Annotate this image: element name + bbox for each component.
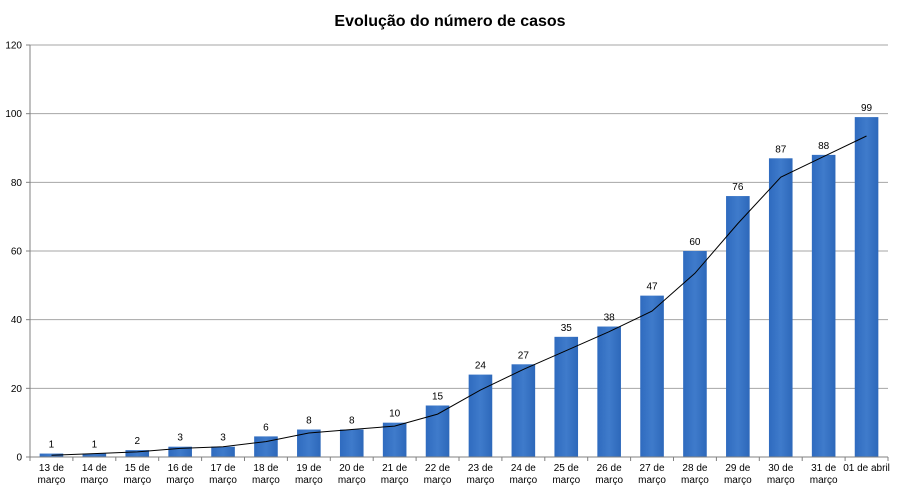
x-tick-label: 18 de bbox=[253, 463, 278, 474]
data-label: 1 bbox=[92, 440, 98, 451]
x-tick-label: 28 de bbox=[682, 463, 707, 474]
x-tick-label: março bbox=[209, 475, 237, 486]
y-tick-label: 120 bbox=[5, 41, 22, 52]
x-tick-label: março bbox=[509, 475, 537, 486]
data-label: 10 bbox=[389, 409, 401, 420]
bar bbox=[125, 450, 150, 457]
x-tick-label: 01 de abril bbox=[843, 463, 890, 474]
x-tick-label: 21 de bbox=[382, 463, 407, 474]
bar bbox=[382, 422, 407, 457]
bar bbox=[168, 446, 192, 457]
bar bbox=[468, 374, 493, 457]
bar bbox=[683, 251, 707, 457]
bar bbox=[339, 429, 364, 457]
data-label: 15 bbox=[432, 392, 444, 403]
x-tick-label: 13 de bbox=[39, 463, 64, 474]
x-tick-label: março bbox=[467, 475, 495, 486]
data-label: 24 bbox=[475, 361, 487, 372]
x-tick-label: 15 de bbox=[125, 463, 150, 474]
trendline-path bbox=[51, 135, 867, 456]
data-label: 2 bbox=[134, 436, 140, 447]
data-label: 87 bbox=[775, 144, 787, 155]
x-tick-label: 16 de bbox=[168, 463, 193, 474]
bar bbox=[854, 117, 879, 457]
y-tick-label: 100 bbox=[5, 109, 22, 120]
bar bbox=[211, 446, 235, 457]
x-tick-label: março bbox=[424, 475, 452, 486]
y-tick-label: 40 bbox=[11, 315, 23, 326]
bar bbox=[425, 405, 450, 457]
x-tick-label: março bbox=[595, 475, 623, 486]
bar bbox=[640, 295, 664, 457]
x-tick-label: 23 de bbox=[468, 463, 493, 474]
data-label: 76 bbox=[732, 182, 744, 193]
x-tick-label: março bbox=[295, 475, 323, 486]
y-tick-label: 20 bbox=[11, 384, 23, 395]
x-tick-label: março bbox=[552, 475, 580, 486]
data-label: 35 bbox=[561, 323, 573, 334]
x-tick-label: 29 de bbox=[725, 463, 750, 474]
bar bbox=[82, 453, 107, 457]
x-tick-label: 31 de bbox=[811, 463, 836, 474]
gridlines bbox=[30, 44, 888, 389]
x-tick-label: março bbox=[166, 475, 194, 486]
data-label: 8 bbox=[306, 416, 312, 427]
bar bbox=[811, 154, 836, 457]
bar bbox=[511, 364, 536, 457]
bar bbox=[254, 436, 278, 457]
x-tick-label: março bbox=[767, 475, 795, 486]
x-tick-label: março bbox=[252, 475, 280, 486]
data-label: 88 bbox=[818, 141, 830, 152]
x-tick-label: 19 de bbox=[296, 463, 321, 474]
data-label: 3 bbox=[177, 433, 183, 444]
y-tick-label: 60 bbox=[11, 247, 23, 258]
bar bbox=[39, 453, 64, 457]
bar bbox=[726, 196, 750, 458]
x-tick-label: março bbox=[381, 475, 409, 486]
x-tick-label: março bbox=[638, 475, 666, 486]
trendline bbox=[51, 135, 867, 456]
x-tick-label: 17 de bbox=[211, 463, 236, 474]
data-label: 6 bbox=[263, 422, 269, 433]
x-tick-label: 25 de bbox=[554, 463, 579, 474]
chart-title: Evolução do número de casos bbox=[334, 13, 565, 30]
x-tick-label: 27 de bbox=[640, 463, 665, 474]
x-tick-label: março bbox=[80, 475, 108, 486]
data-label: 99 bbox=[861, 103, 873, 114]
x-tick-label: 14 de bbox=[82, 463, 107, 474]
x-tick-label: março bbox=[338, 475, 366, 486]
x-tick-label: 24 de bbox=[511, 463, 536, 474]
bar bbox=[297, 429, 321, 457]
y-axis-ticks: 0 20 40 60 80 100 120 bbox=[5, 41, 30, 464]
data-label: 38 bbox=[604, 313, 616, 324]
x-tick-label: março bbox=[38, 475, 66, 486]
x-tick-label: março bbox=[810, 475, 838, 486]
y-tick-label: 80 bbox=[11, 178, 23, 189]
data-label: 1 bbox=[49, 440, 55, 451]
bar bbox=[597, 326, 621, 457]
x-tick-label: 20 de bbox=[339, 463, 364, 474]
x-tick-label: 30 de bbox=[768, 463, 793, 474]
x-tick-label: 22 de bbox=[425, 463, 450, 474]
x-tick-label: março bbox=[123, 475, 151, 486]
bars bbox=[39, 117, 879, 458]
x-tick-label: março bbox=[724, 475, 752, 486]
y-tick-label: 0 bbox=[16, 453, 22, 464]
data-label: 8 bbox=[349, 416, 355, 427]
x-tick-label: março bbox=[681, 475, 709, 486]
data-label: 27 bbox=[518, 350, 530, 361]
bar bbox=[768, 158, 793, 458]
data-label: 60 bbox=[689, 237, 701, 248]
x-tick-label: 26 de bbox=[597, 463, 622, 474]
bar bbox=[554, 336, 579, 457]
data-label: 47 bbox=[646, 282, 658, 293]
data-label: 3 bbox=[220, 433, 226, 444]
axes bbox=[29, 45, 888, 458]
